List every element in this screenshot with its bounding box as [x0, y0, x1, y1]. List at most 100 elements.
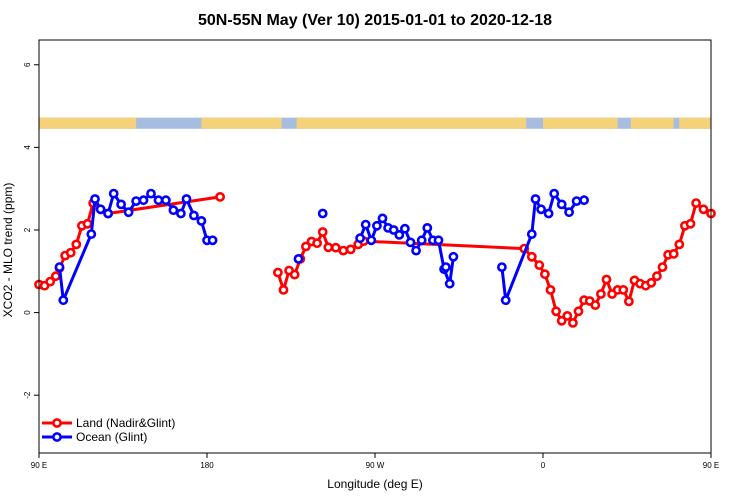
data-point: [411, 245, 421, 256]
data-point: [207, 235, 218, 246]
data-point: [416, 235, 427, 246]
data-point: [534, 260, 545, 270]
landmask-land: [39, 117, 137, 129]
data-point: [433, 235, 444, 246]
x-tick-label: 90 W: [366, 461, 385, 470]
data-point: [138, 195, 149, 206]
data-point: [330, 242, 341, 253]
data-point: [674, 239, 685, 250]
data-point: [579, 195, 589, 206]
y-tick-label: 0: [23, 310, 32, 315]
data-point: [646, 277, 657, 288]
data-point: [422, 222, 433, 233]
data-point: [377, 213, 388, 224]
data-point: [146, 188, 156, 199]
y-axis-label: XCO2 - MLO trend (ppm): [1, 183, 15, 318]
data-point: [556, 199, 567, 210]
series-1: [54, 188, 589, 306]
legend-marker: [52, 432, 62, 442]
data-point: [181, 194, 192, 204]
data-point: [394, 229, 405, 240]
chart-title: 50N-55N May (Ver 10) 2015-01-01 to 2020-…: [198, 12, 552, 29]
legend: Land (Nadir&Glint)Ocean (Glint): [42, 416, 175, 444]
data-point: [71, 239, 82, 250]
data-point: [65, 247, 76, 258]
data-point: [573, 306, 584, 317]
data-point: [345, 244, 356, 255]
x-tick-label: 90 E: [703, 461, 719, 470]
data-point: [103, 208, 113, 219]
legend-label: Land (Nadir&Glint): [76, 416, 175, 430]
landmask-land: [201, 117, 282, 129]
data-point: [652, 271, 662, 282]
data-point: [108, 188, 119, 199]
x-tick-label: 0: [541, 461, 546, 470]
series-layer: [34, 188, 716, 328]
data-point: [371, 220, 382, 231]
data-point: [500, 295, 511, 306]
y-tick-label: -2: [23, 391, 32, 399]
x-tick-label: 90 E: [31, 461, 47, 470]
data-point: [366, 235, 377, 246]
data-point: [293, 253, 304, 264]
legend-marker: [52, 418, 62, 428]
data-point: [540, 269, 550, 280]
landmask-land: [543, 117, 618, 129]
data-point: [196, 215, 207, 226]
x-axis-label: Longitude (deg E): [327, 477, 422, 491]
data-point: [571, 196, 582, 206]
data-point: [338, 245, 349, 256]
data-point: [289, 269, 300, 280]
data-point: [596, 289, 606, 299]
data-point: [86, 229, 97, 239]
data-point: [405, 237, 416, 248]
data-point: [188, 210, 199, 221]
data-point: [58, 295, 69, 306]
data-point: [272, 267, 283, 278]
data-point: [551, 306, 561, 317]
y-tick-label: 2: [23, 227, 32, 232]
data-point: [543, 208, 554, 219]
data-point: [54, 262, 65, 272]
data-point: [448, 251, 459, 262]
data-point: [562, 310, 573, 321]
data-point: [278, 284, 289, 295]
data-point: [312, 238, 322, 249]
data-point: [440, 262, 451, 272]
data-point: [536, 204, 546, 215]
data-point: [82, 218, 93, 229]
x-tick-label: 180: [200, 461, 214, 470]
data-point: [526, 251, 537, 262]
data-point: [45, 276, 56, 287]
y-tick-label: 6: [23, 62, 32, 67]
data-point: [556, 315, 567, 326]
legend-label: Ocean (Glint): [76, 430, 147, 444]
data-point: [568, 317, 578, 328]
data-point: [168, 205, 179, 216]
data-point: [360, 219, 371, 230]
data-point: [545, 284, 556, 295]
data-point: [123, 207, 134, 218]
data-point: [668, 248, 679, 259]
landmask-land: [679, 117, 711, 129]
data-point: [50, 271, 61, 282]
data-point: [530, 194, 541, 204]
data-point: [317, 227, 328, 237]
data-point: [300, 241, 311, 252]
data-point: [601, 274, 612, 285]
data-point: [95, 204, 106, 215]
landmask-land: [630, 117, 674, 129]
data-point: [685, 218, 696, 229]
data-point: [691, 198, 701, 208]
data-point: [131, 196, 141, 206]
y-tick-label: 4: [23, 145, 32, 150]
axes: 90 E 180 90 W 0 90 E -2 0 2 4 6: [23, 62, 719, 470]
data-point: [444, 278, 455, 289]
data-point: [355, 233, 365, 244]
data-point: [564, 207, 574, 218]
data-point: [496, 262, 507, 272]
landmask-strip: [39, 117, 711, 129]
data-point: [526, 229, 537, 239]
data-point: [657, 262, 668, 272]
